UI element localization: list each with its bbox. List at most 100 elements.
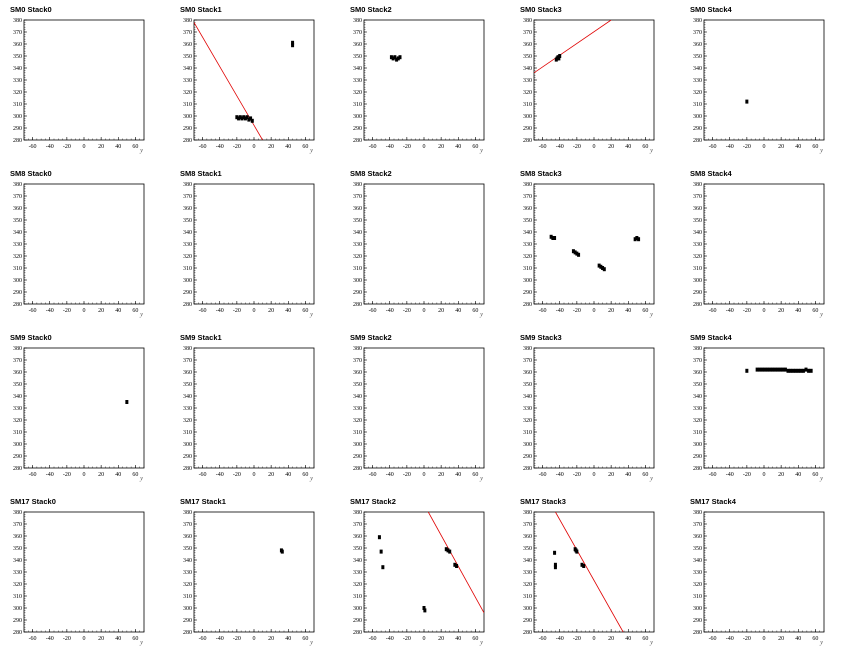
chart-panel: SM9 Stack1 280 290 300 310 320 330 340 350 360 370…	[180, 333, 315, 482]
y-tick-label: 280	[523, 302, 532, 308]
chart-panel: SM17 Stack2 280 290 300 310 320 330 340 350 360 37…	[350, 497, 485, 646]
y-tick-label: 380	[693, 18, 702, 24]
x-tick-label: 20	[98, 308, 104, 314]
y-tick-label: 280	[183, 302, 192, 308]
x-tick-label: -60	[29, 472, 37, 478]
y-tick-label: 290	[523, 126, 532, 132]
x-tick-label: -20	[63, 144, 71, 150]
x-tick-label: 40	[795, 308, 801, 314]
data-point	[249, 116, 253, 121]
y-tick-label: 320	[183, 254, 192, 260]
x-axis-label: y	[649, 147, 653, 154]
y-tick-label: 360	[693, 206, 702, 212]
y-tick-label: 380	[13, 346, 22, 352]
chart-panel: SM17 Stack3 280 290 300 310 320 330 340 350 360 37…	[520, 497, 655, 646]
y-tick-label: 380	[183, 18, 192, 24]
x-tick-label: -20	[233, 472, 241, 478]
y-tick-label: 330	[693, 406, 702, 412]
y-tick-label: 280	[693, 630, 702, 636]
panel-title: SM8 Stack4	[690, 169, 733, 178]
x-tick-label: 40	[625, 472, 631, 478]
x-tick-label: 60	[472, 472, 478, 478]
x-tick-label: 0	[83, 636, 86, 642]
y-tick-label: 300	[523, 606, 532, 612]
x-tick-label: 60	[302, 472, 308, 478]
data-point	[125, 400, 129, 404]
x-tick-label: -40	[46, 472, 54, 478]
x-tick-label: -60	[539, 472, 547, 478]
y-tick-label: 350	[183, 218, 192, 224]
data-point	[804, 367, 808, 372]
y-tick-label: 320	[693, 582, 702, 588]
y-tick-label: 340	[183, 230, 192, 236]
data-point	[768, 367, 772, 372]
x-tick-label: 40	[795, 472, 801, 478]
y-tick-label: 380	[13, 18, 22, 24]
y-tick-label: 300	[693, 606, 702, 612]
data-point	[395, 57, 399, 62]
x-tick-label: -20	[233, 636, 241, 642]
x-tick-label: 60	[472, 308, 478, 314]
panel-title: SM0 Stack1	[180, 5, 222, 14]
y-tick-label: 310	[13, 266, 22, 272]
y-tick-label: 310	[183, 594, 192, 600]
y-tick-label: 300	[693, 442, 702, 448]
data-point	[423, 608, 427, 613]
y-tick-label: 370	[693, 30, 702, 36]
y-tick-label: 300	[353, 442, 362, 448]
plot-frame	[193, 511, 315, 633]
data-point	[291, 40, 295, 45]
y-tick-label: 360	[183, 370, 192, 376]
y-tick-label: 340	[693, 394, 702, 400]
y-tick-label: 320	[13, 254, 22, 260]
x-tick-label: 60	[132, 308, 138, 314]
x-axis-label: y	[649, 639, 653, 646]
y-tick-label: 360	[693, 534, 702, 540]
x-axis-label: y	[309, 311, 313, 318]
chart-panel: SM8 Stack1 280 290 300 310 320 330 340 350 360 370…	[180, 169, 315, 318]
x-tick-label: -60	[199, 144, 207, 150]
x-tick-label: 60	[132, 144, 138, 150]
panel-title: SM9 Stack2	[350, 333, 392, 342]
x-tick-label: 60	[642, 144, 648, 150]
y-tick-label: 300	[13, 606, 22, 612]
plot-frame	[363, 511, 485, 633]
data-point	[448, 549, 452, 554]
y-tick-label: 310	[693, 102, 702, 108]
y-tick-label: 380	[353, 346, 362, 352]
x-tick-label: -20	[573, 308, 581, 314]
y-tick-label: 350	[523, 218, 532, 224]
panel-title: SM17 Stack1	[180, 497, 226, 506]
y-tick-label: 340	[523, 558, 532, 564]
data-point	[396, 56, 400, 61]
chart-panel: SM8 Stack2 280 290 300 310 320 330 340 350 360 370…	[350, 169, 485, 318]
data-point	[549, 234, 553, 239]
x-tick-label: 60	[472, 144, 478, 150]
data-point	[422, 606, 426, 610]
data-point	[601, 266, 605, 270]
y-tick-label: 340	[183, 66, 192, 72]
x-tick-label: 40	[115, 308, 121, 314]
x-axis-label: y	[649, 311, 653, 318]
x-tick-label: 60	[642, 472, 648, 478]
y-tick-label: 370	[13, 194, 22, 200]
y-tick-label: 290	[183, 126, 192, 132]
x-tick-label: 20	[438, 144, 444, 150]
y-tick-label: 330	[13, 406, 22, 412]
y-tick-label: 280	[13, 302, 22, 308]
data-point	[237, 116, 241, 121]
x-tick-label: -40	[556, 144, 564, 150]
y-tick-label: 290	[13, 126, 22, 132]
x-tick-label: -40	[216, 144, 224, 150]
y-tick-label: 370	[353, 30, 362, 36]
y-tick-label: 380	[183, 182, 192, 188]
x-tick-label: 60	[642, 308, 648, 314]
x-tick-label: 20	[268, 308, 274, 314]
y-tick-label: 370	[523, 194, 532, 200]
data-point	[381, 565, 385, 570]
y-tick-label: 350	[693, 218, 702, 224]
data-point	[796, 368, 800, 373]
data-point	[776, 367, 780, 372]
data-point	[235, 115, 239, 120]
y-tick-label: 340	[183, 394, 192, 400]
